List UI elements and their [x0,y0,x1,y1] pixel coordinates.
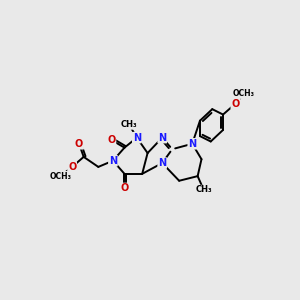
Text: N: N [158,133,166,142]
Text: CH₃: CH₃ [196,185,212,194]
Text: OCH₃: OCH₃ [233,89,255,98]
Text: N: N [188,139,196,149]
Text: O: O [231,99,239,109]
Text: N: N [133,133,141,142]
Text: O: O [75,139,83,149]
Text: O: O [68,162,76,172]
Text: OCH₃: OCH₃ [50,172,72,181]
Text: O: O [120,184,129,194]
Text: O: O [107,135,116,145]
Text: CH₃: CH₃ [121,120,137,129]
Text: N: N [109,156,117,166]
Text: N: N [158,158,166,168]
